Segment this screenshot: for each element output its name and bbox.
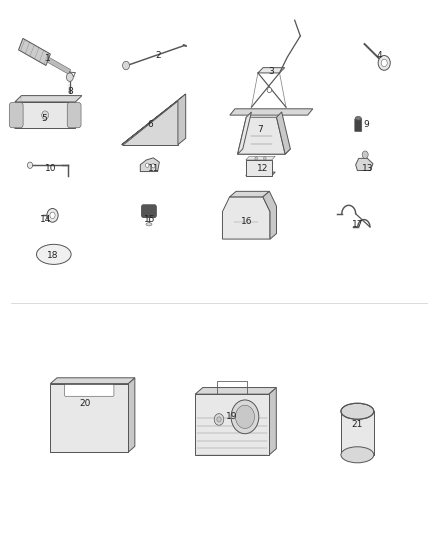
Circle shape xyxy=(267,87,272,93)
Circle shape xyxy=(28,162,32,168)
Circle shape xyxy=(255,157,258,160)
Text: 10: 10 xyxy=(45,164,56,173)
Polygon shape xyxy=(178,94,186,144)
Polygon shape xyxy=(356,158,373,171)
Polygon shape xyxy=(341,411,374,455)
Polygon shape xyxy=(122,94,186,144)
Text: 14: 14 xyxy=(40,214,52,223)
Circle shape xyxy=(217,417,221,422)
Text: 6: 6 xyxy=(147,119,153,128)
Text: 4: 4 xyxy=(376,51,382,60)
Polygon shape xyxy=(50,378,135,384)
Polygon shape xyxy=(18,38,50,66)
Circle shape xyxy=(231,400,259,434)
Ellipse shape xyxy=(341,447,374,463)
Ellipse shape xyxy=(355,116,361,120)
Polygon shape xyxy=(237,117,285,154)
Text: 7: 7 xyxy=(257,125,263,134)
Circle shape xyxy=(236,405,254,429)
Circle shape xyxy=(42,111,49,119)
Polygon shape xyxy=(47,58,71,75)
FancyBboxPatch shape xyxy=(65,385,114,396)
Polygon shape xyxy=(246,156,275,160)
Polygon shape xyxy=(195,394,269,455)
Text: 1: 1 xyxy=(45,54,51,63)
FancyBboxPatch shape xyxy=(141,205,156,217)
Text: 21: 21 xyxy=(352,420,363,429)
Text: 16: 16 xyxy=(241,217,253,226)
Polygon shape xyxy=(258,68,285,73)
Ellipse shape xyxy=(36,244,71,264)
Text: 15: 15 xyxy=(144,214,155,223)
Text: 11: 11 xyxy=(148,164,159,173)
Polygon shape xyxy=(237,112,251,154)
Polygon shape xyxy=(122,100,178,144)
Text: 2: 2 xyxy=(155,51,161,60)
Circle shape xyxy=(47,208,58,222)
Circle shape xyxy=(378,55,390,70)
Circle shape xyxy=(362,151,368,158)
Circle shape xyxy=(50,212,55,219)
Circle shape xyxy=(123,61,130,70)
Polygon shape xyxy=(276,112,290,154)
Text: 18: 18 xyxy=(47,252,58,261)
Polygon shape xyxy=(140,158,159,172)
FancyBboxPatch shape xyxy=(9,102,23,128)
Ellipse shape xyxy=(146,223,152,226)
Circle shape xyxy=(264,157,266,160)
FancyBboxPatch shape xyxy=(355,119,362,132)
Polygon shape xyxy=(15,102,75,128)
Text: 12: 12 xyxy=(257,164,268,173)
Text: 19: 19 xyxy=(226,413,238,421)
Circle shape xyxy=(381,59,387,67)
Text: 8: 8 xyxy=(67,87,73,96)
Text: 20: 20 xyxy=(79,399,91,408)
Circle shape xyxy=(145,163,149,167)
Polygon shape xyxy=(263,191,276,239)
Text: 9: 9 xyxy=(363,119,369,128)
Circle shape xyxy=(66,73,73,82)
Polygon shape xyxy=(246,172,275,176)
Polygon shape xyxy=(223,197,270,239)
Polygon shape xyxy=(15,95,82,102)
Polygon shape xyxy=(246,160,272,176)
Polygon shape xyxy=(128,378,135,452)
Text: 17: 17 xyxy=(352,220,363,229)
Polygon shape xyxy=(230,191,269,197)
Circle shape xyxy=(214,414,224,425)
Ellipse shape xyxy=(341,403,374,419)
Circle shape xyxy=(152,164,155,168)
Polygon shape xyxy=(50,384,128,452)
Polygon shape xyxy=(230,109,313,115)
Text: 5: 5 xyxy=(41,114,47,123)
FancyBboxPatch shape xyxy=(67,102,81,128)
Text: 3: 3 xyxy=(268,67,274,76)
Polygon shape xyxy=(195,387,276,394)
Polygon shape xyxy=(269,387,276,455)
Text: 13: 13 xyxy=(362,164,374,173)
Polygon shape xyxy=(237,149,290,154)
